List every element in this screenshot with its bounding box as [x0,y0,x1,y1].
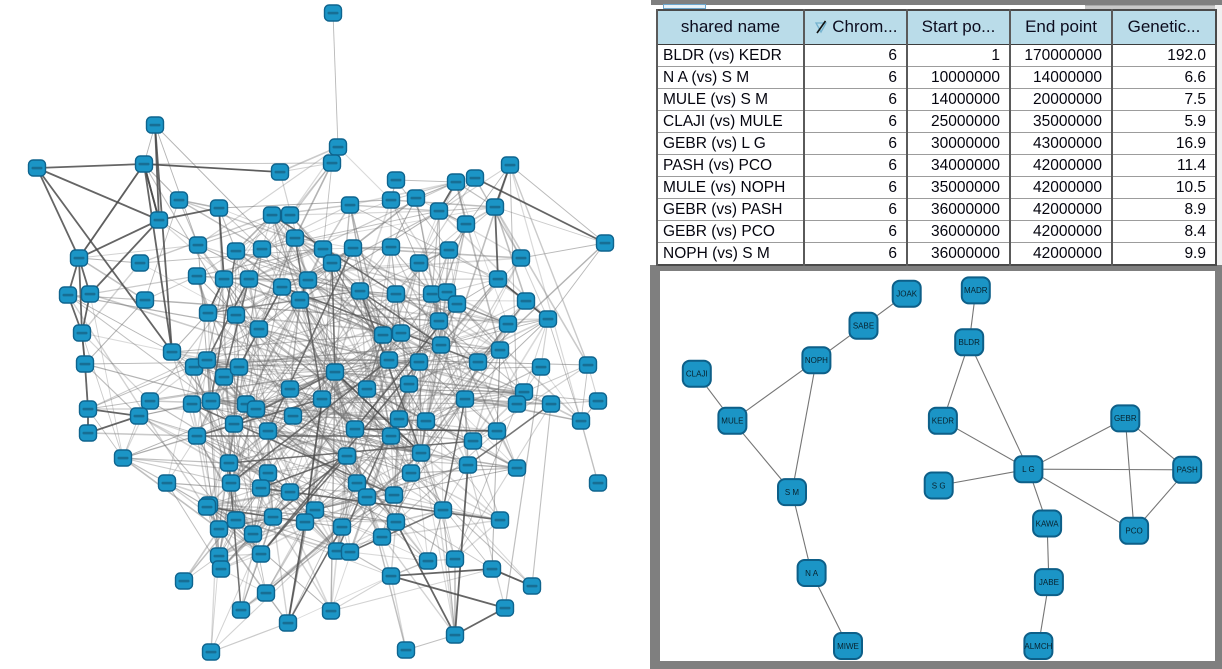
svg-text:JOAK: JOAK [896,290,918,299]
svg-text:S G: S G [932,481,946,490]
svg-text:PCO: PCO [1125,527,1142,536]
svg-text:MIWE: MIWE [837,642,859,651]
svg-text:MADR: MADR [964,286,988,295]
svg-text:ALMCH: ALMCH [1024,642,1052,651]
svg-text:BLDR: BLDR [959,338,981,347]
svg-text:L G: L G [1022,465,1035,474]
svg-text:JABE: JABE [1039,578,1059,587]
svg-text:GEBR: GEBR [1114,414,1137,423]
svg-text:SABE: SABE [853,322,874,331]
svg-text:S M: S M [785,488,800,497]
svg-text:PASH: PASH [1177,466,1198,475]
svg-text:MULE: MULE [721,417,743,426]
svg-text:N A: N A [805,569,819,578]
svg-text:NOPH: NOPH [805,356,828,365]
svg-text:KEDR: KEDR [932,417,954,426]
svg-text:CLAJI: CLAJI [686,370,708,379]
svg-text:KAWA: KAWA [1036,519,1060,528]
